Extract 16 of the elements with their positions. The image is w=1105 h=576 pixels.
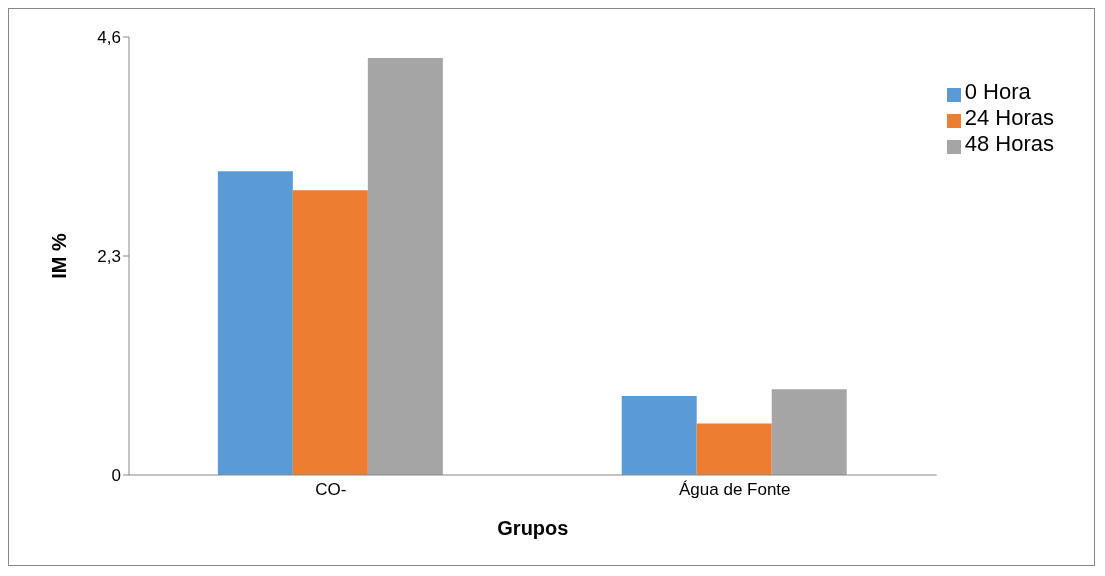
bar [217,171,293,475]
bar [621,395,697,475]
bar [696,423,772,475]
y-tick-label: 4,6 [97,28,121,48]
legend-label: 0 Hora [964,79,1031,104]
x-tick-label: CO- [315,480,347,500]
legend-label: 24 Horas [964,105,1054,130]
y-tick-label: 2,3 [97,247,121,267]
x-axis-title: Grupos [497,517,569,539]
y-tick-label: 0 [111,466,121,486]
y-axis-title: IM % [48,233,71,279]
bar [292,190,368,475]
bar [771,389,847,475]
legend-label: 48 Horas [964,131,1054,156]
x-tick-label: Água de Fonte [679,480,791,500]
bar [367,57,443,475]
